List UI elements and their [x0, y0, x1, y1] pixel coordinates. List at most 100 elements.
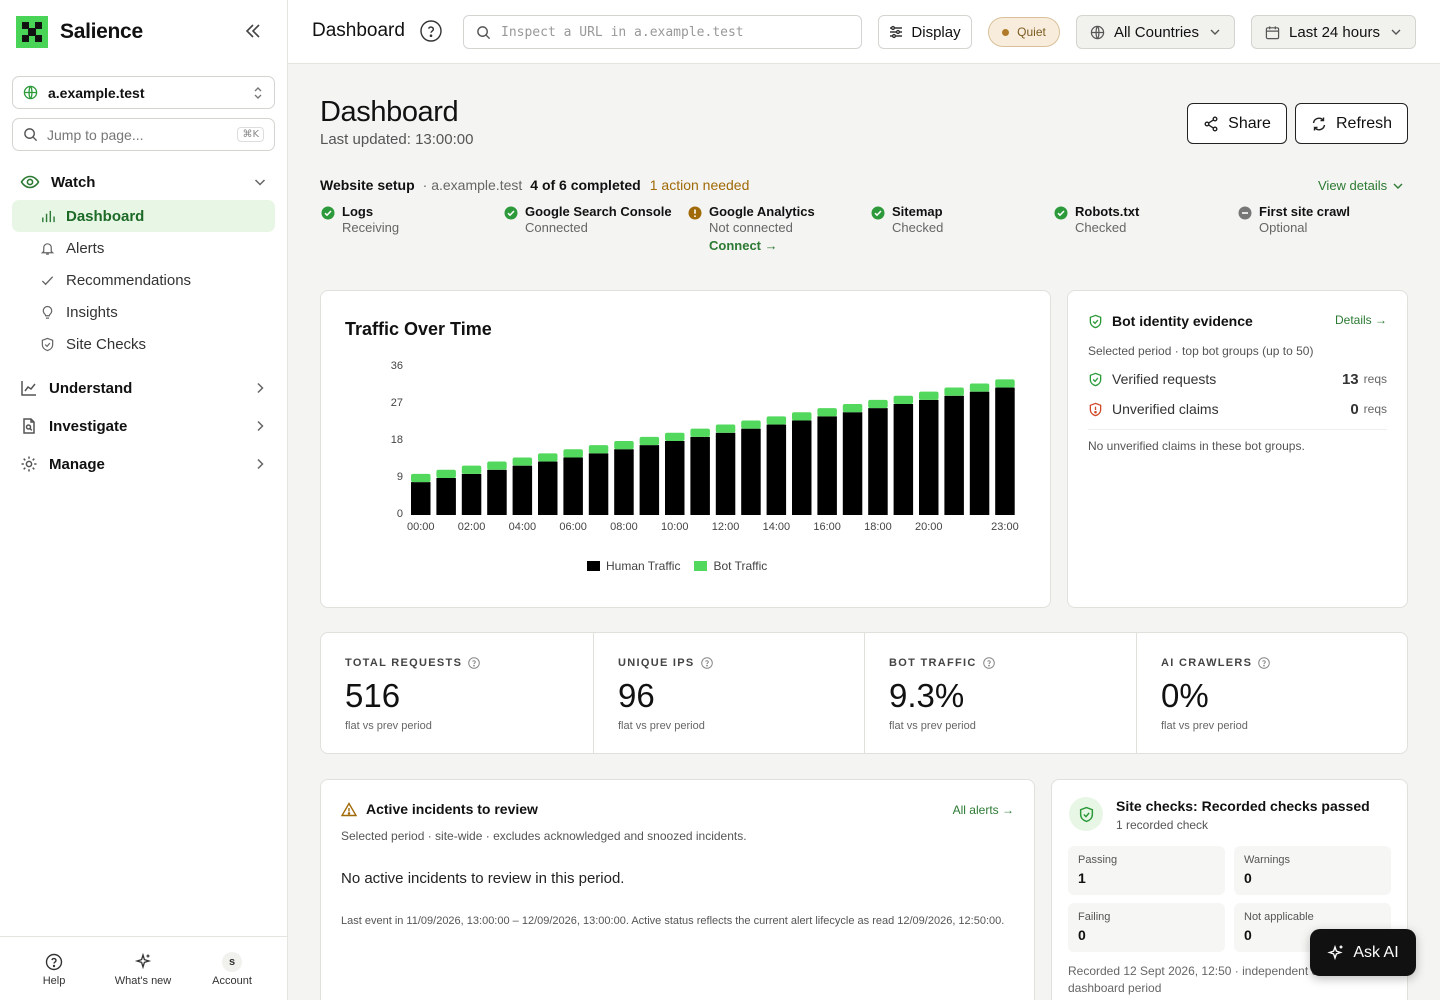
share-button[interactable]: Share: [1187, 103, 1287, 144]
refresh-label: Refresh: [1335, 114, 1393, 132]
tile-value: 1: [1078, 870, 1086, 886]
bar-human-18:00[interactable]: [868, 408, 888, 515]
view-details-link[interactable]: View details: [1318, 178, 1404, 193]
sidebar-item-insights[interactable]: Insights: [12, 296, 275, 328]
bar-bot-13:00[interactable]: [741, 420, 761, 429]
bar-human-12:00[interactable]: [715, 432, 736, 515]
sidebar-item-dashboard[interactable]: Dashboard: [12, 200, 275, 232]
bot-details-link[interactable]: Details →: [1334, 313, 1387, 327]
help-icon[interactable]: [420, 20, 442, 42]
help-button[interactable]: Help: [14, 951, 94, 987]
nav-group-watch[interactable]: Watch: [12, 166, 275, 198]
bar-human-10:00[interactable]: [665, 441, 685, 515]
bar-human-14:00[interactable]: [766, 424, 787, 515]
nav-group-manage[interactable]: Manage: [12, 448, 275, 480]
bar-bot-08:00[interactable]: [614, 441, 634, 450]
bar-human-13:00[interactable]: [741, 428, 761, 515]
bar-bot-06:00[interactable]: [563, 449, 583, 458]
bar-human-19:00[interactable]: [893, 404, 914, 515]
bar-bot-03:00[interactable]: [487, 461, 507, 470]
bar-human-23:00[interactable]: [995, 387, 1015, 515]
bar-bot-21:00[interactable]: [944, 387, 964, 396]
bar-human-21:00[interactable]: [944, 395, 964, 515]
country-select[interactable]: All Countries: [1076, 15, 1235, 49]
bar-human-07:00[interactable]: [588, 453, 609, 515]
account-button[interactable]: S Account: [192, 951, 272, 987]
bot-note: No unverified claims in these bot groups…: [1088, 439, 1305, 453]
sidebar-item-recommendations[interactable]: Recommendations: [12, 264, 275, 296]
nav-group-understand[interactable]: Understand: [12, 372, 275, 404]
collapse-sidebar-icon[interactable]: [242, 20, 264, 42]
display-button[interactable]: Display: [878, 15, 972, 49]
date-range-select[interactable]: Last 24 hours: [1251, 15, 1416, 49]
bar-bot-07:00[interactable]: [588, 445, 609, 454]
sidebar-item-site-checks[interactable]: Site Checks: [12, 328, 275, 360]
bar-bot-11:00[interactable]: [690, 428, 710, 437]
nav-group-investigate[interactable]: Investigate: [12, 410, 275, 442]
refresh-button[interactable]: Refresh: [1295, 103, 1408, 144]
bar-bot-23:00[interactable]: [995, 379, 1015, 388]
bar-human-16:00[interactable]: [817, 416, 837, 515]
bar-bot-16:00[interactable]: [817, 408, 837, 417]
bar-human-17:00[interactable]: [842, 412, 863, 515]
bar-bot-18:00[interactable]: [868, 399, 888, 409]
check-circle-icon: [1054, 206, 1068, 220]
tile-value: 0: [1244, 870, 1252, 886]
whats-new-button[interactable]: What's new: [103, 951, 183, 987]
bar-human-11:00[interactable]: [690, 436, 710, 515]
info-icon[interactable]: [468, 657, 481, 669]
bar-human-06:00[interactable]: [563, 457, 583, 515]
sidebar-item-alerts[interactable]: Alerts: [12, 232, 275, 264]
jump-placeholder: Jump to page...: [47, 126, 144, 143]
bar-bot-01:00[interactable]: [436, 469, 456, 478]
bar-human-20:00[interactable]: [919, 399, 939, 515]
chevron-right-icon: [257, 382, 264, 394]
bar-human-01:00[interactable]: [436, 478, 456, 515]
url-inspect-input[interactable]: Inspect a URL in a.example.test: [463, 15, 862, 49]
setup-title: Website setup: [320, 177, 415, 193]
info-icon[interactable]: [1258, 657, 1271, 669]
bar-human-03:00[interactable]: [487, 469, 507, 515]
status-badge[interactable]: Quiet: [988, 17, 1060, 47]
legend-bot: Bot Traffic: [713, 559, 768, 573]
bar-bot-04:00[interactable]: [512, 457, 533, 466]
bar-human-08:00[interactable]: [614, 449, 634, 515]
verified-unit: reqs: [1363, 372, 1387, 386]
all-alerts-link[interactable]: All alerts →: [952, 803, 1014, 817]
site-selector[interactable]: a.example.test: [12, 76, 275, 109]
sidebar-item-label: Dashboard: [66, 207, 145, 225]
verified-label: Verified requests: [1112, 371, 1217, 387]
bar-bot-15:00[interactable]: [792, 412, 812, 421]
bar-bot-12:00[interactable]: [715, 424, 736, 433]
bar-bot-02:00[interactable]: [461, 465, 482, 474]
bar-bot-09:00[interactable]: [639, 436, 660, 446]
bar-bot-19:00[interactable]: [893, 395, 914, 404]
bar-human-09:00[interactable]: [639, 445, 660, 515]
bar-human-00:00[interactable]: [411, 482, 431, 515]
bar-bot-22:00[interactable]: [969, 383, 990, 392]
ask-ai-button[interactable]: Ask AI: [1310, 929, 1416, 976]
bar-human-02:00[interactable]: [461, 473, 482, 515]
bar-human-04:00[interactable]: [512, 465, 533, 515]
stat-label: BOT TRAFFIC: [889, 657, 977, 669]
bar-bot-00:00[interactable]: [411, 473, 431, 483]
info-icon[interactable]: [700, 657, 713, 669]
info-icon[interactable]: [982, 657, 995, 669]
bar-bot-17:00[interactable]: [842, 404, 863, 413]
step-name: Logs: [342, 204, 374, 219]
bar-human-22:00[interactable]: [969, 391, 990, 515]
bar-bot-05:00[interactable]: [538, 453, 558, 462]
bar-human-05:00[interactable]: [538, 461, 558, 515]
bar-bot-20:00[interactable]: [919, 391, 939, 400]
verified-value: 13: [1341, 370, 1359, 388]
shield-check-icon: [41, 337, 54, 351]
connect-link[interactable]: Connect →: [709, 238, 778, 253]
bar-bot-14:00[interactable]: [766, 416, 787, 425]
bar-human-15:00[interactable]: [792, 420, 812, 515]
brand[interactable]: Salience: [16, 16, 143, 48]
jump-to-page-input[interactable]: Jump to page... ⌘K: [12, 118, 275, 151]
step-status: Optional: [1259, 220, 1308, 235]
shield-check-icon: [1079, 806, 1093, 822]
bar-bot-10:00[interactable]: [665, 432, 685, 441]
search-icon: [477, 25, 491, 39]
